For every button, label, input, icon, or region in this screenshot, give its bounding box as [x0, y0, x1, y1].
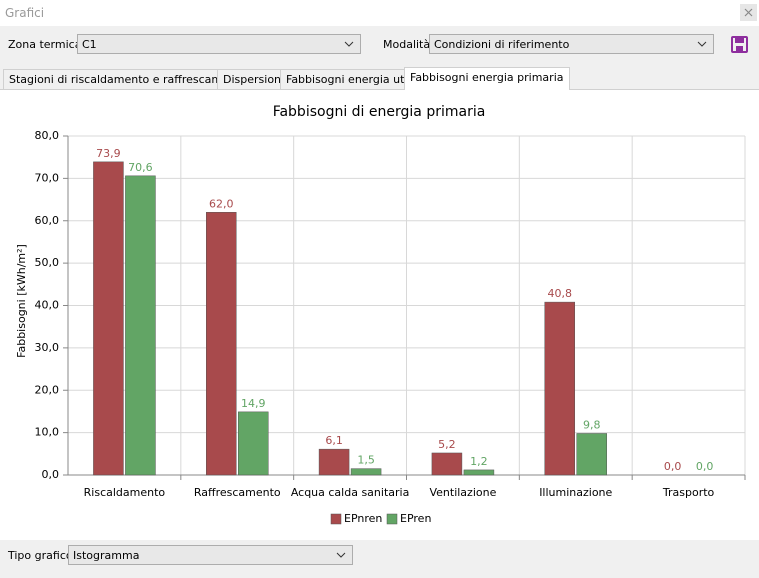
bar [238, 411, 269, 476]
value-label: 1,5 [357, 454, 375, 467]
y-tick-label: 50,0 [35, 256, 60, 269]
modalita-value: Condizioni di riferimento [434, 38, 570, 51]
x-tick-label: Ventilazione [429, 486, 496, 499]
bar [431, 452, 463, 476]
value-label: 73,9 [96, 147, 121, 160]
chart-panel: Fabbisogni di energia primaria Fabbisogn… [0, 89, 759, 540]
tab-active[interactable]: Fabbisogni energia primaria [404, 67, 570, 90]
bar [93, 161, 124, 476]
dropdown-arrow [344, 41, 354, 47]
legend-label: EPren [400, 512, 431, 525]
chart-type-label: Tipo grafico [8, 549, 73, 562]
save-button[interactable] [731, 36, 748, 53]
y-tick-label: 40,0 [35, 299, 60, 312]
tab[interactable]: Dispersioni [217, 69, 291, 89]
close-button[interactable] [740, 4, 757, 21]
title-bar: Grafici [0, 0, 759, 26]
value-label: 70,6 [128, 161, 153, 174]
bar [463, 469, 495, 476]
window-title: Grafici [5, 6, 45, 20]
bar [125, 175, 156, 476]
y-tick-label: 10,0 [35, 426, 60, 439]
zona-combo[interactable]: C1 [77, 34, 361, 54]
chart-type-value: Istogramma [73, 549, 140, 562]
bar [318, 448, 350, 476]
tab[interactable]: Stagioni di riscaldamento e raffrescamen… [3, 69, 253, 89]
zona-label: Zona termica [8, 38, 82, 51]
y-tick-label: 80,0 [35, 129, 60, 142]
value-label: 5,2 [438, 438, 456, 451]
value-label: 14,9 [241, 397, 266, 410]
legend-swatch [330, 513, 342, 525]
y-tick-label: 70,0 [35, 171, 60, 184]
x-tick-label: Riscaldamento [84, 486, 166, 499]
tab[interactable]: Fabbisogni energia utile [280, 69, 424, 89]
y-tick-label: 0,0 [42, 468, 60, 481]
value-label: 0,0 [696, 460, 714, 473]
value-label: 62,0 [209, 197, 234, 210]
x-tick-label: Trasporto [662, 486, 715, 499]
chart: Fabbisogni di energia primaria Fabbisogn… [15, 104, 746, 525]
chart-title: Fabbisogni di energia primaria [273, 104, 486, 120]
dropdown-arrow [697, 41, 707, 47]
zona-value: C1 [82, 38, 97, 51]
y-tick-label: 30,0 [35, 341, 60, 354]
y-axis-label: Fabbisogni [kWh/m²] [15, 244, 28, 358]
value-label: 6,1 [325, 434, 343, 447]
chart-type-combo[interactable]: Istogramma [68, 545, 353, 565]
legend-label: EPnren [344, 512, 382, 525]
bar [544, 301, 575, 476]
value-label: 0,0 [664, 460, 682, 473]
legend-swatch [386, 513, 398, 525]
modalita-label: Modalità [383, 38, 431, 51]
bar [576, 433, 607, 476]
value-label: 40,8 [548, 287, 573, 300]
value-label: 9,8 [583, 418, 601, 431]
bar [350, 468, 382, 476]
modalita-combo[interactable]: Condizioni di riferimento [429, 34, 714, 54]
dropdown-arrow [336, 552, 346, 558]
close-icon [744, 8, 753, 17]
y-tick-label: 20,0 [35, 383, 60, 396]
x-tick-label: Illuminazione [539, 486, 612, 499]
y-tick-label: 60,0 [35, 214, 60, 227]
x-tick-label: Acqua calda sanitaria [291, 486, 410, 499]
x-tick-label: Raffrescamento [194, 486, 281, 499]
value-label: 1,2 [470, 455, 488, 468]
bar [206, 212, 237, 476]
